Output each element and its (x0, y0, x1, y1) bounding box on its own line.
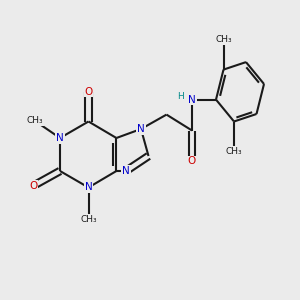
Text: CH₃: CH₃ (80, 214, 97, 224)
Text: N: N (56, 133, 64, 143)
Text: CH₃: CH₃ (226, 147, 242, 156)
Text: O: O (29, 181, 37, 191)
Text: N: N (137, 124, 145, 134)
Text: CH₃: CH₃ (215, 35, 232, 44)
Text: CH₃: CH₃ (26, 116, 43, 125)
Text: H: H (177, 92, 184, 101)
Text: N: N (188, 94, 196, 105)
Text: N: N (122, 166, 130, 176)
Text: O: O (188, 156, 196, 167)
Text: N: N (85, 182, 92, 193)
Text: O: O (84, 86, 93, 97)
